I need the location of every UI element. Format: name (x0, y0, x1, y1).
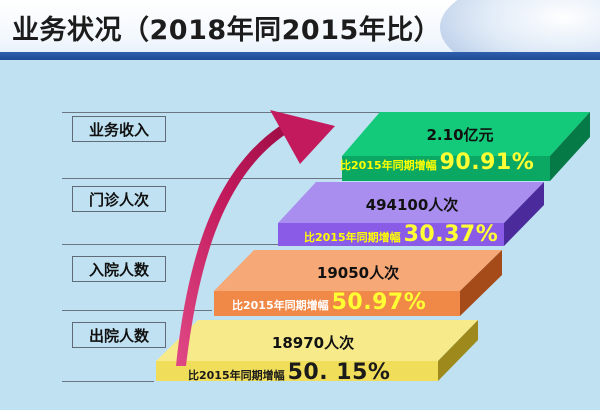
growth-percent: 90.91% (439, 150, 535, 175)
category-label-admission: 入院人数 (72, 256, 166, 282)
title-banner: 业务状况（2018年同2015年比） (0, 0, 600, 75)
category-label-outpatient: 门诊人次 (72, 186, 166, 212)
growth-arrow-shaft (176, 122, 292, 366)
step-discharge (156, 320, 478, 381)
step-admission-side (460, 250, 502, 316)
guide-line-5 (62, 381, 154, 382)
guide-line-4 (62, 310, 212, 311)
step-income-side (550, 112, 590, 181)
step-income (342, 112, 590, 181)
growth-badge-outpatient: 比2015年同期增幅 30.37% (304, 222, 498, 247)
guide-line-1 (62, 112, 470, 113)
growth-label: 比2015年同期增幅 (340, 159, 437, 172)
step-outpatient-top (278, 182, 544, 223)
growth-badge-discharge: 比2015年同期增幅 50. 15% (188, 360, 390, 385)
step-income-top (342, 112, 590, 156)
step-outpatient (278, 182, 544, 246)
step-admission-front (214, 291, 460, 316)
title-underline-bar (0, 52, 600, 60)
step-income-front (342, 156, 550, 181)
growth-label: 比2015年同期增幅 (304, 231, 401, 244)
guide-line-3 (62, 244, 282, 245)
step-outpatient-value: 494100人次 (365, 196, 459, 214)
growth-label: 比2015年同期增幅 (188, 369, 285, 382)
growth-label: 比2015年同期增幅 (232, 299, 329, 312)
step-admission (214, 250, 502, 316)
growth-arrow (176, 110, 335, 366)
step-discharge-front (156, 361, 438, 381)
guide-line-2 (62, 178, 350, 179)
growth-badge-admission: 比2015年同期增幅 50.97% (232, 290, 426, 315)
growth-badge-income: 比2015年同期增幅 90.91% (340, 150, 534, 175)
step-discharge-side (438, 320, 478, 381)
step-discharge-value: 18970人次 (271, 334, 355, 352)
growth-percent: 50. 15% (287, 360, 391, 385)
step-outpatient-front (278, 223, 504, 246)
step-admission-top (214, 250, 502, 291)
growth-arrow-head (270, 110, 335, 164)
slide-title: 业务状况（2018年同2015年比） (12, 15, 442, 46)
step-discharge-top (156, 320, 478, 361)
step-outpatient-side (504, 182, 544, 246)
step-admission-value: 19050人次 (316, 264, 400, 282)
growth-percent: 30.37% (403, 222, 499, 247)
step-income-value: 2.10亿元 (426, 126, 494, 144)
growth-percent: 50.97% (331, 290, 427, 315)
category-label-discharge: 出院人数 (72, 322, 166, 348)
category-label-income: 业务收入 (72, 116, 166, 142)
